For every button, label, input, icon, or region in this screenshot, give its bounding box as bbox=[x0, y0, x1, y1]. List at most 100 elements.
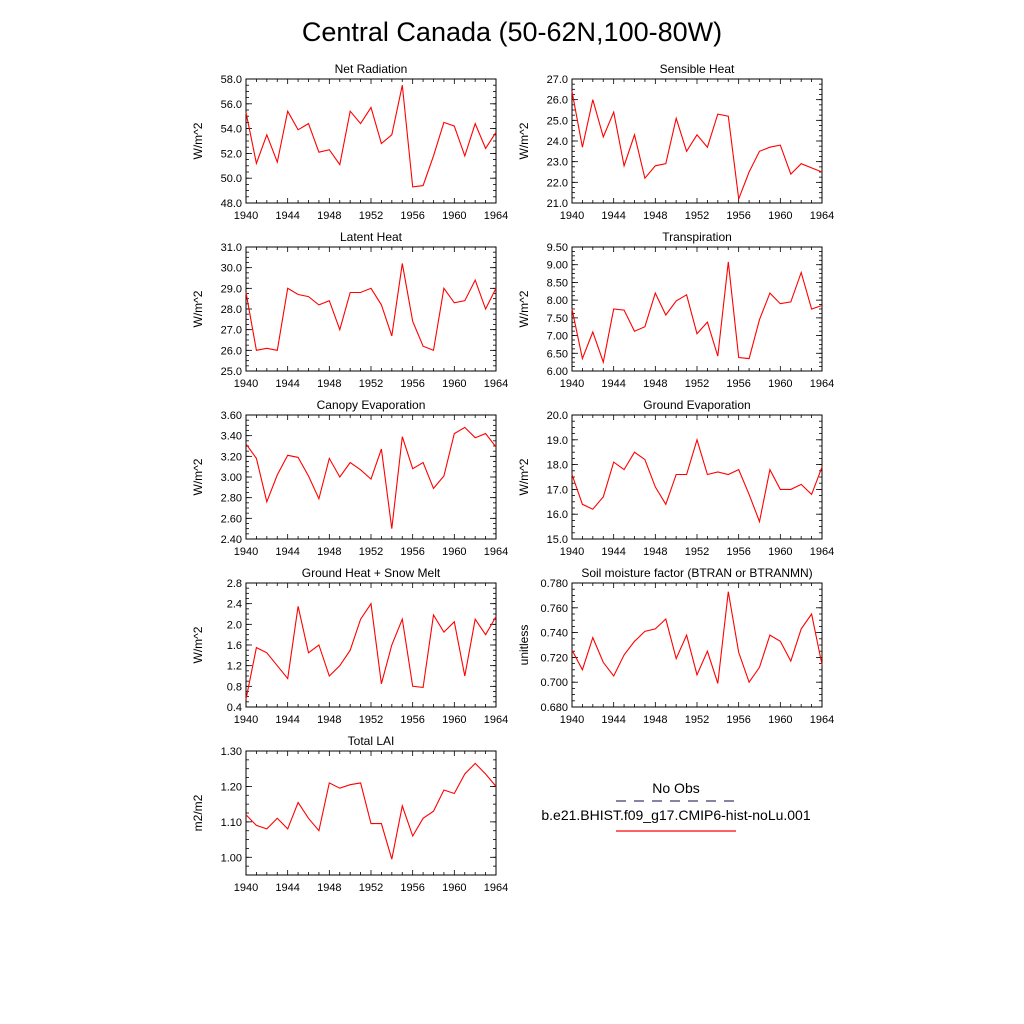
y-tick-label: 18.0 bbox=[547, 460, 568, 472]
x-tick-label: 1940 bbox=[560, 714, 584, 726]
x-tick-label: 1960 bbox=[768, 210, 792, 222]
legend-obs-label: No Obs bbox=[652, 780, 699, 796]
y-tick-label: 24.0 bbox=[547, 136, 568, 148]
x-tick-label: 1960 bbox=[768, 546, 792, 558]
y-tick-label: 21.0 bbox=[547, 198, 568, 210]
x-tick-label: 1960 bbox=[442, 378, 466, 390]
y-tick-label: 50.0 bbox=[221, 173, 242, 185]
x-tick-label: 1948 bbox=[643, 546, 667, 558]
y-tick-label: 1.30 bbox=[221, 746, 242, 758]
x-tick-label: 1948 bbox=[317, 882, 341, 894]
x-tick-label: 1964 bbox=[810, 714, 834, 726]
y-tick-label: 0.720 bbox=[540, 652, 568, 664]
y-tick-label: 8.00 bbox=[547, 295, 568, 307]
y-tick-label: 16.0 bbox=[547, 509, 568, 521]
x-tick-label: 1948 bbox=[317, 714, 341, 726]
x-tick-label: 1956 bbox=[400, 378, 424, 390]
chart-panel: Transpiration 1940 1944 1948 1952 1956 1960 196… bbox=[517, 230, 834, 390]
panel-title: Soil moisture factor (BTRAN or BTRANMN) bbox=[581, 566, 812, 580]
series-line bbox=[571, 91, 823, 200]
x-tick-label: 1944 bbox=[601, 546, 625, 558]
y-tick-label: 6.50 bbox=[547, 348, 568, 360]
y-tick-label: 3.20 bbox=[221, 451, 242, 463]
y-tick-label: 27.0 bbox=[547, 74, 568, 86]
y-axis-label: W/m^2 bbox=[191, 122, 205, 159]
x-tick-label: 1964 bbox=[810, 378, 834, 390]
y-tick-label: 0.740 bbox=[540, 628, 568, 640]
y-tick-label: 0.780 bbox=[540, 578, 568, 590]
x-tick-label: 1964 bbox=[810, 546, 834, 558]
panels-container: Net Radiation 1940 1944 1948 1952 1956 1960 196… bbox=[191, 62, 834, 894]
x-tick-label: 1952 bbox=[359, 714, 383, 726]
x-tick-label: 1956 bbox=[400, 546, 424, 558]
series-line bbox=[245, 85, 497, 188]
panel-title: Canopy Evaporation bbox=[317, 398, 426, 412]
y-tick-label: 0.680 bbox=[540, 702, 568, 714]
panel-title: Sensible Heat bbox=[660, 62, 735, 76]
x-tick-label: 1960 bbox=[442, 882, 466, 894]
y-tick-label: 3.40 bbox=[221, 431, 242, 443]
x-tick-label: 1952 bbox=[359, 378, 383, 390]
y-tick-label: 54.0 bbox=[221, 124, 242, 136]
x-tick-label: 1960 bbox=[768, 378, 792, 390]
panel-title: Net Radiation bbox=[335, 62, 408, 76]
chart-panel: Net Radiation 1940 1944 1948 1952 1956 1960 196… bbox=[191, 62, 508, 222]
x-tick-label: 1964 bbox=[484, 882, 508, 894]
x-tick-label: 1944 bbox=[275, 546, 299, 558]
chart-panel: Ground Evaporation 1940 1944 1948 1952 1956 19… bbox=[517, 398, 834, 558]
y-tick-label: 17.0 bbox=[547, 484, 568, 496]
panel-title: Transpiration bbox=[662, 230, 732, 244]
y-tick-label: 1.6 bbox=[227, 640, 242, 652]
plot-frame bbox=[571, 78, 823, 204]
y-tick-label: 9.00 bbox=[547, 260, 568, 272]
chart-panel: Canopy Evaporation 1940 1944 1948 1952 1956 19… bbox=[191, 398, 508, 558]
y-tick-label: 28.0 bbox=[221, 304, 242, 316]
x-tick-label: 1940 bbox=[234, 714, 258, 726]
y-tick-label: 1.00 bbox=[221, 852, 242, 864]
plot-frame bbox=[571, 246, 823, 372]
x-tick-label: 1960 bbox=[442, 714, 466, 726]
x-tick-label: 1940 bbox=[234, 546, 258, 558]
x-tick-label: 1964 bbox=[484, 546, 508, 558]
y-tick-label: 2.80 bbox=[221, 493, 242, 505]
series-line bbox=[245, 426, 497, 529]
x-tick-label: 1944 bbox=[275, 714, 299, 726]
y-tick-label: 30.0 bbox=[221, 263, 242, 275]
x-tick-label: 1940 bbox=[560, 210, 584, 222]
panel-title: Ground Heat + Snow Melt bbox=[302, 566, 441, 580]
x-tick-label: 1956 bbox=[400, 714, 424, 726]
legend: No Obs b.e21.BHIST.f09_g17.CMIP6-hist-no… bbox=[541, 780, 811, 832]
y-tick-label: 31.0 bbox=[221, 242, 242, 254]
chart-panel: Sensible Heat 1940 1944 1948 1952 1956 1960 196… bbox=[517, 62, 834, 222]
panel-title: Ground Evaporation bbox=[643, 398, 750, 412]
y-tick-label: 26.0 bbox=[221, 345, 242, 357]
x-tick-label: 1960 bbox=[442, 546, 466, 558]
plot-frame bbox=[245, 78, 497, 204]
x-tick-label: 1964 bbox=[810, 210, 834, 222]
x-tick-label: 1952 bbox=[685, 714, 709, 726]
y-axis-label: m2/m2 bbox=[191, 794, 205, 831]
x-tick-label: 1944 bbox=[601, 714, 625, 726]
y-tick-label: 22.0 bbox=[547, 177, 568, 189]
x-tick-label: 1940 bbox=[560, 546, 584, 558]
y-tick-label: 8.50 bbox=[547, 277, 568, 289]
x-tick-label: 1960 bbox=[768, 714, 792, 726]
y-tick-label: 25.0 bbox=[547, 115, 568, 127]
x-tick-label: 1948 bbox=[317, 210, 341, 222]
y-tick-label: 3.60 bbox=[221, 410, 242, 422]
x-tick-label: 1956 bbox=[400, 210, 424, 222]
x-tick-label: 1956 bbox=[726, 546, 750, 558]
y-tick-label: 29.0 bbox=[221, 283, 242, 295]
series-line bbox=[245, 762, 497, 860]
y-tick-label: 48.0 bbox=[221, 198, 242, 210]
y-axis-label: unitless bbox=[517, 625, 531, 666]
x-tick-label: 1952 bbox=[359, 882, 383, 894]
x-tick-label: 1952 bbox=[685, 210, 709, 222]
y-tick-label: 1.2 bbox=[227, 661, 242, 673]
x-tick-label: 1964 bbox=[484, 210, 508, 222]
x-tick-label: 1944 bbox=[601, 210, 625, 222]
x-tick-label: 1964 bbox=[484, 714, 508, 726]
chart-panel: Total LAI 1940 1944 1948 1952 1956 1960 1964 1.0… bbox=[191, 734, 508, 894]
x-tick-label: 1940 bbox=[234, 378, 258, 390]
y-tick-label: 15.0 bbox=[547, 534, 568, 546]
